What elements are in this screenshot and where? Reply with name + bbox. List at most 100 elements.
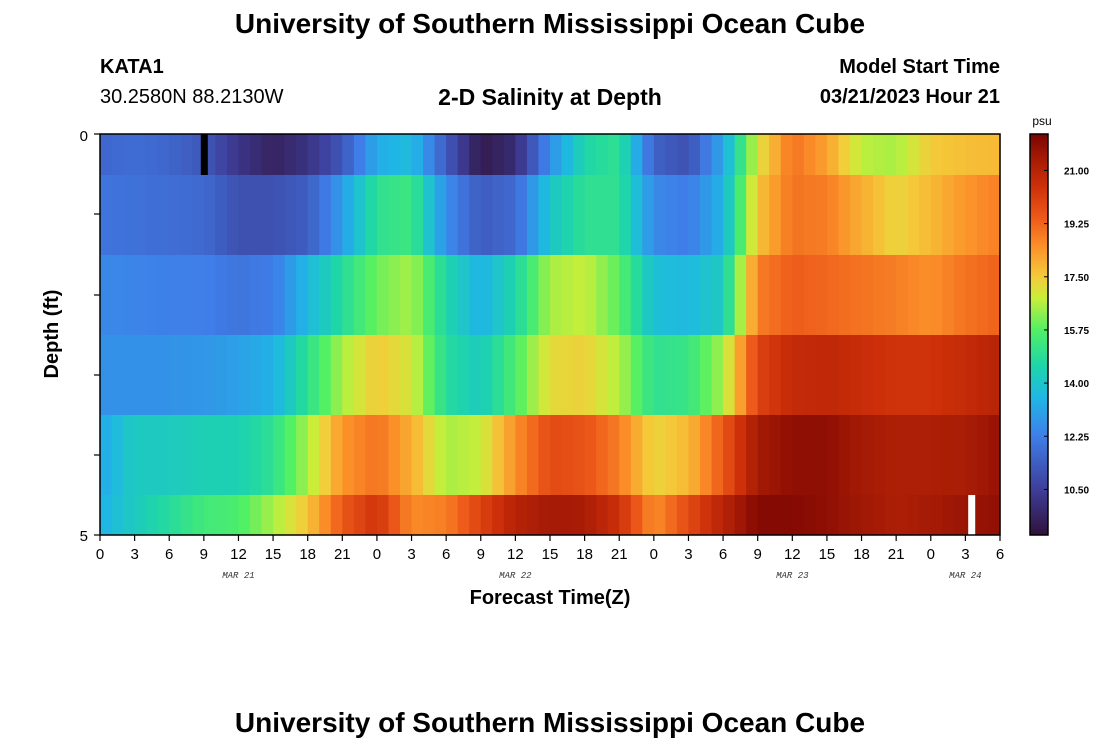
heatmap-cell xyxy=(330,335,343,415)
station-coordinates: 30.2580N 88.2130W xyxy=(100,86,284,108)
heatmap-cell xyxy=(261,134,274,175)
date-label: MAR 24 xyxy=(949,571,981,581)
y-axis: 05 xyxy=(80,128,100,545)
heatmap-cell xyxy=(111,175,124,255)
heatmap-cell xyxy=(423,415,436,495)
heatmap-cell xyxy=(284,335,297,415)
heatmap-cell xyxy=(676,175,690,255)
heatmap-cell xyxy=(111,255,124,335)
heatmap-cell xyxy=(838,415,851,495)
heatmap-cell xyxy=(423,175,436,255)
x-tick-label: 0 xyxy=(96,546,104,563)
heatmap-cell xyxy=(400,335,413,415)
date-label: MAR 22 xyxy=(499,571,532,581)
heatmap-cell xyxy=(988,415,1001,495)
heatmap-cell xyxy=(250,335,263,415)
heatmap-cell xyxy=(134,134,147,175)
heatmap-cell xyxy=(550,335,563,415)
heatmap-cell xyxy=(550,495,563,535)
heatmap-cell xyxy=(711,134,724,175)
heatmap-cell xyxy=(146,415,159,495)
heatmap-cell xyxy=(365,495,378,535)
heatmap-cell xyxy=(376,255,390,335)
heatmap-cell xyxy=(700,175,713,255)
heatmap-cell xyxy=(838,335,851,415)
heatmap-cell xyxy=(376,134,390,175)
heatmap-cell xyxy=(284,415,297,495)
heatmap-cell xyxy=(434,255,447,335)
heatmap-cell xyxy=(850,255,863,335)
heatmap-cell xyxy=(803,255,816,335)
heatmap-cell xyxy=(319,134,332,175)
heatmap-cell xyxy=(250,495,263,535)
heatmap-cell xyxy=(503,415,516,495)
heatmap-cell xyxy=(180,335,193,415)
heatmap-cell xyxy=(203,495,216,535)
y-axis-label: Depth (ft) xyxy=(41,290,63,379)
heatmap-cell xyxy=(642,134,655,175)
heatmap-cell xyxy=(815,255,828,335)
heatmap-cell xyxy=(953,495,966,535)
heatmap-cell xyxy=(561,495,574,535)
heatmap-cell xyxy=(630,335,643,415)
heatmap-cell xyxy=(976,335,990,415)
heatmap-cell xyxy=(653,415,666,495)
page-title: University of Southern Mississippi Ocean… xyxy=(234,8,866,39)
heatmap-cell xyxy=(803,495,816,535)
heatmap-cell xyxy=(653,335,666,415)
heatmap-cell xyxy=(850,175,863,255)
heatmap-cell xyxy=(734,175,747,255)
heatmap-cell xyxy=(826,255,840,335)
heatmap-cell xyxy=(896,175,909,255)
heatmap-cell xyxy=(146,335,159,415)
heatmap-cell xyxy=(457,175,470,255)
heatmap-cell xyxy=(953,134,966,175)
heatmap-cell xyxy=(976,495,990,535)
heatmap-cell xyxy=(284,134,297,175)
heatmap-cell xyxy=(907,175,920,255)
heatmap-cell xyxy=(515,495,528,535)
heatmap-cell xyxy=(573,415,586,495)
heatmap-cell xyxy=(319,495,332,535)
heatmap-cell xyxy=(826,495,840,535)
heatmap-cell xyxy=(250,134,263,175)
heatmap-cell xyxy=(146,134,159,175)
heatmap-cell xyxy=(238,495,251,535)
heatmap-cell xyxy=(861,335,874,415)
heatmap-cell xyxy=(123,175,136,255)
heatmap-cell xyxy=(723,415,736,495)
x-axis-label: Forecast Time(Z) xyxy=(470,587,631,609)
heatmap-cell xyxy=(769,175,782,255)
heatmap-cell xyxy=(746,495,759,535)
heatmap-cell xyxy=(884,134,897,175)
heatmap-cell xyxy=(284,255,297,335)
heatmap-cell xyxy=(780,255,793,335)
x-tick-label: 0 xyxy=(927,546,935,563)
heatmap-cell xyxy=(469,415,482,495)
heatmap-cell xyxy=(492,495,505,535)
heatmap-cell xyxy=(215,175,228,255)
heatmap-cell xyxy=(446,134,459,175)
heatmap-cell xyxy=(550,415,563,495)
heatmap-cell xyxy=(123,495,136,535)
heatmap-cell xyxy=(700,335,713,415)
heatmap-cell xyxy=(561,335,574,415)
heatmap-cell xyxy=(157,335,170,415)
heatmap-cell xyxy=(723,495,736,535)
heatmap-cell xyxy=(815,335,828,415)
heatmap-cell xyxy=(757,134,770,175)
heatmap-cell xyxy=(469,134,482,175)
heatmap-cell xyxy=(734,134,747,175)
heatmap-cell xyxy=(838,255,851,335)
heatmap-cell xyxy=(976,175,990,255)
heatmap-cell xyxy=(607,255,620,335)
heatmap-cell xyxy=(907,415,920,495)
heatmap-cell xyxy=(769,495,782,535)
heatmap-cell xyxy=(411,175,424,255)
heatmap-cell xyxy=(469,175,482,255)
heatmap-cell xyxy=(734,415,747,495)
heatmap-cell xyxy=(446,175,459,255)
heatmap-cell xyxy=(319,415,332,495)
heatmap-cell xyxy=(596,175,609,255)
heatmap-cell xyxy=(365,255,378,335)
